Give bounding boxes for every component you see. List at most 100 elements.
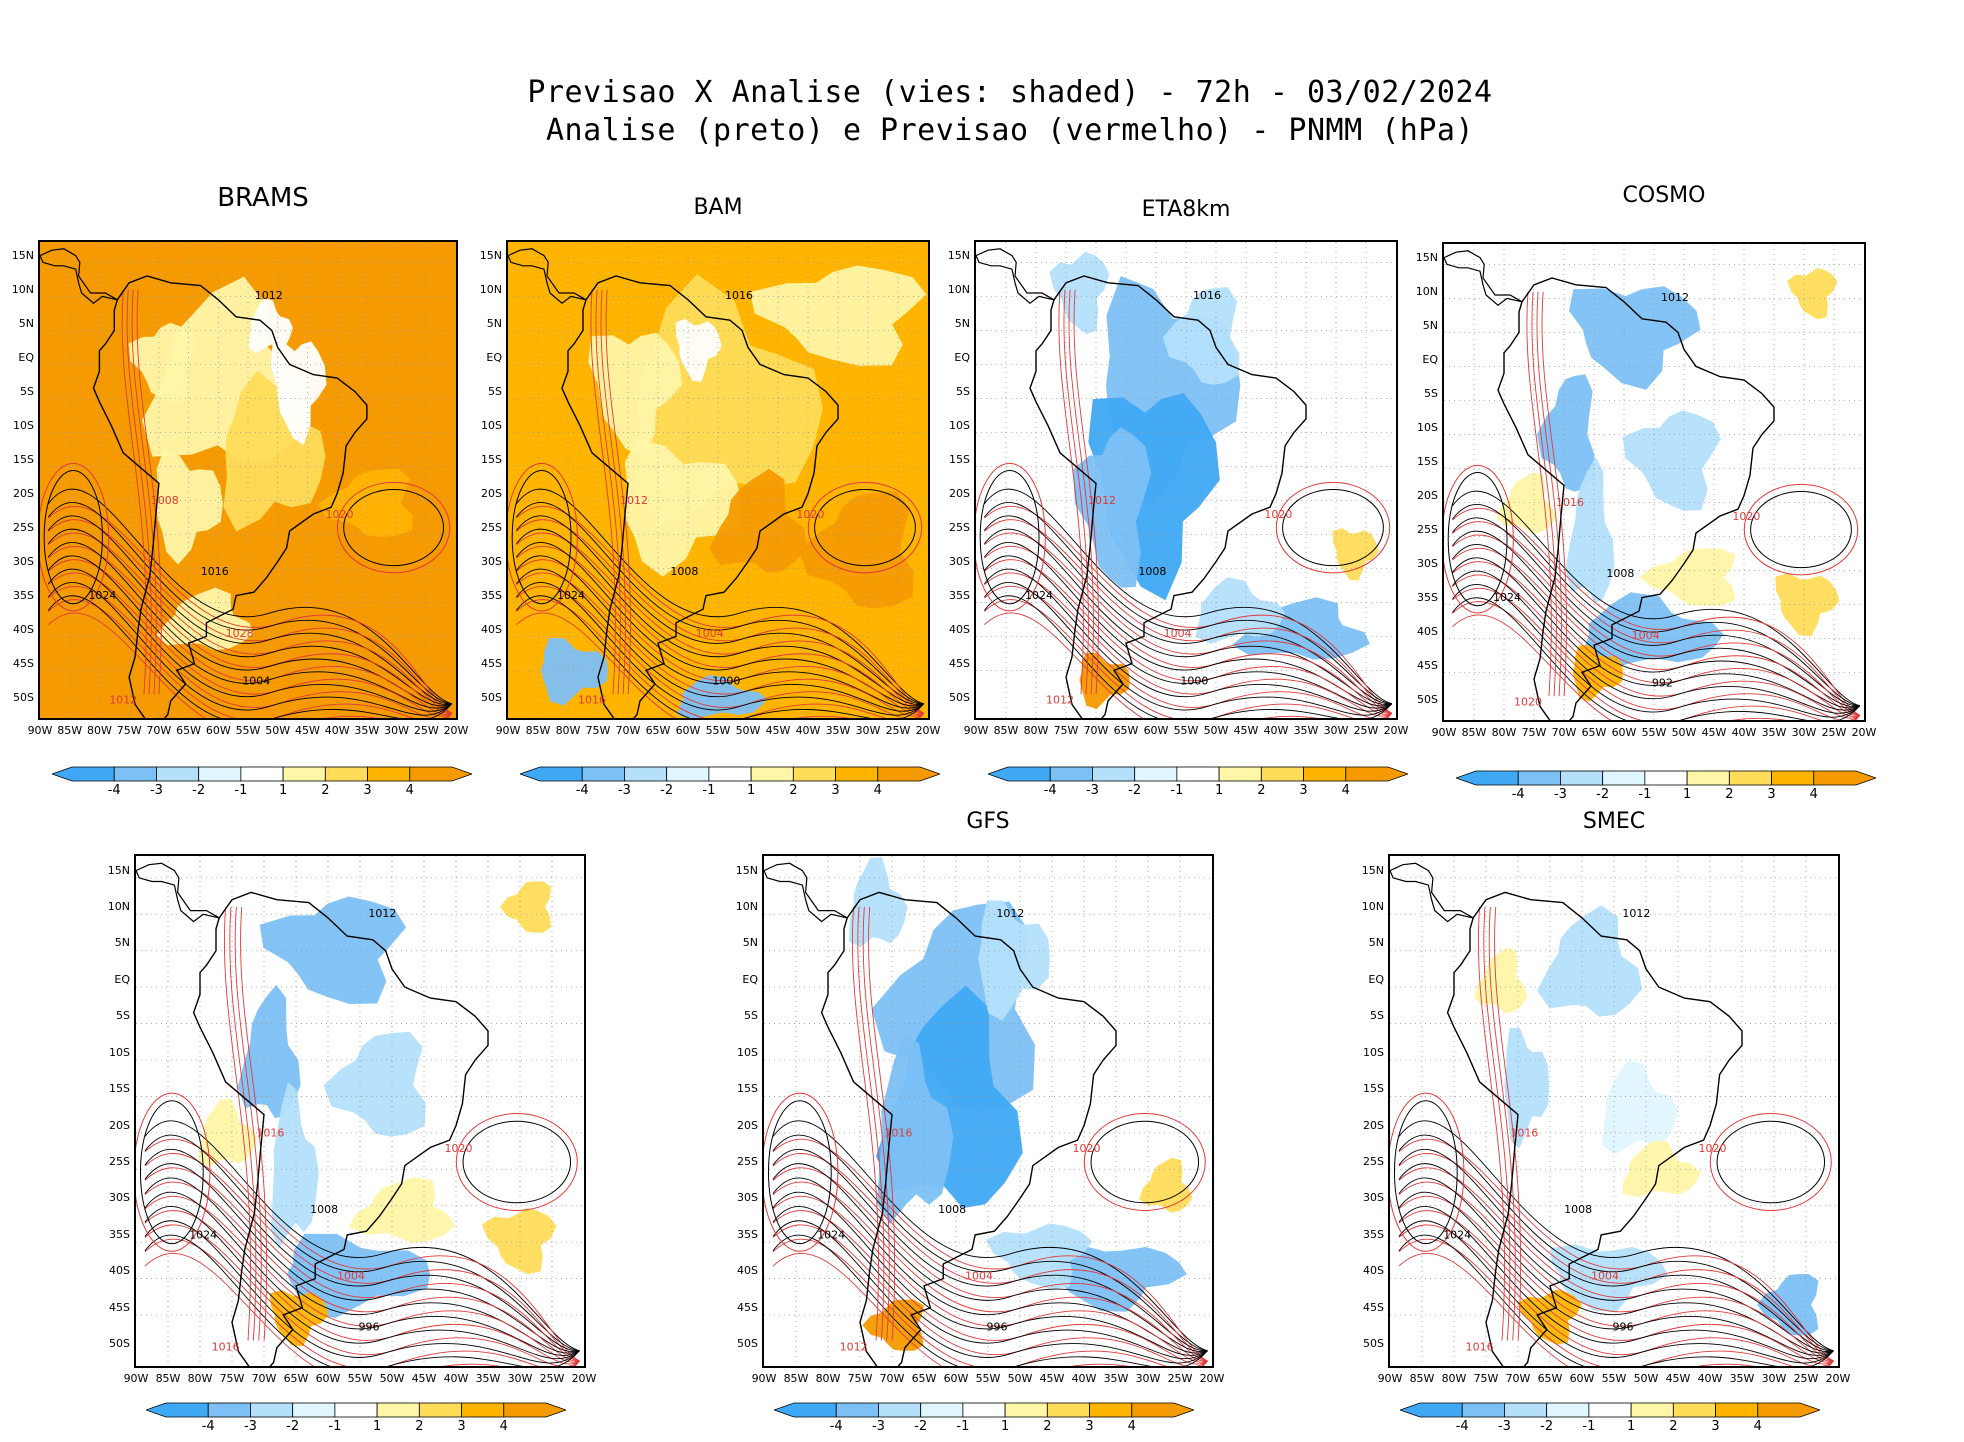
- colorbar-label: -1: [1638, 787, 1652, 802]
- isobar-label: 1020: [1073, 1142, 1101, 1155]
- analysis-isobar: [772, 1191, 1208, 1356]
- lon-tick-label: 45W: [1665, 1372, 1691, 1385]
- map-frame: 1012 1016 1008 1020 1024 1004 992 1020: [1442, 242, 1866, 722]
- lon-tick-label: 70W: [251, 1372, 277, 1385]
- lat-tick-label: 20S: [13, 486, 34, 500]
- lon-tick-label: 30W: [507, 1372, 533, 1385]
- forecast-isobar: [144, 1224, 580, 1366]
- analysis-isobar: [43, 469, 103, 605]
- lon-tick-label: 25W: [1821, 726, 1847, 739]
- lat-tick-label: 45S: [1417, 658, 1438, 672]
- forecast-isobar: [126, 289, 152, 695]
- lat-tick-label: 25S: [737, 1155, 758, 1168]
- lon-tick-label: 20W: [1851, 726, 1877, 739]
- colorbar-segment: [282, 766, 326, 782]
- lat-tick-label: 35S: [109, 1227, 130, 1241]
- isobar-label: 1020: [796, 508, 824, 521]
- analysis-isobar: [772, 1163, 1208, 1353]
- central-america-coastline: [136, 862, 220, 923]
- colorbar-segment: [156, 766, 200, 782]
- colorbar-label: 2: [1725, 787, 1734, 802]
- south-america-coastline: [1446, 891, 1743, 1366]
- colorbar-segment: [1672, 1402, 1716, 1418]
- analysis-isobar: [1452, 557, 1861, 711]
- isobar-label: 1020: [1699, 1142, 1727, 1155]
- colorbar-label: 1: [1682, 787, 1692, 802]
- isobar-label: 1016: [884, 1127, 912, 1140]
- central-america-coastline: [40, 248, 118, 304]
- bias-shade-area: [1550, 1244, 1668, 1312]
- forecast-isobar: [336, 481, 451, 574]
- analysis-isobar: [984, 515, 1392, 705]
- colorbar-segment: [1134, 766, 1178, 782]
- lat-tick-label: 30S: [1363, 1191, 1384, 1205]
- isobar-label: 996: [1612, 1320, 1633, 1333]
- lat-tick-label: 40S: [13, 622, 34, 636]
- colorbar-label: 1: [1000, 1419, 1010, 1434]
- isobar-label: 1012: [255, 289, 283, 302]
- bias-colorbar: -4 -3 -2 -1 1 2 3 4: [50, 766, 474, 806]
- bias-colorbar: -4 -3 -2 -1 1 2 3 4: [1454, 770, 1878, 810]
- colorbar-segment: [1260, 766, 1304, 782]
- analysis-isobar: [1398, 1134, 1834, 1352]
- isobar-label: 1004: [696, 627, 724, 640]
- lat-tick-label: 35S: [481, 588, 502, 602]
- forecast-isobar: [1452, 507, 1860, 716]
- colorbar-svg: [772, 1402, 1196, 1418]
- forecast-isobar: [984, 519, 1392, 714]
- lat-tick-label: 25S: [949, 520, 970, 534]
- isobar-label: 1008: [151, 494, 179, 507]
- lon-tick-label: 30W: [1135, 1372, 1161, 1385]
- south-america-coastline: [192, 891, 489, 1366]
- forecast-isobar: [144, 1195, 580, 1363]
- colorbar-label: -1: [328, 1419, 342, 1434]
- lon-tick-label: 50W: [379, 1372, 405, 1385]
- forecast-isobar: [1398, 1167, 1834, 1362]
- colorbar-segment: [835, 766, 879, 782]
- analysis-isobar: [1398, 1163, 1834, 1353]
- title-line-2: Analise (preto) e Previsao (vermelho) - …: [545, 113, 1475, 148]
- lat-tick-label: 40S: [1417, 624, 1438, 638]
- colorbar-label: -1: [1170, 783, 1184, 798]
- forecast-isobar: [1398, 1253, 1834, 1366]
- forecast-isobar: [772, 1181, 1208, 1362]
- colorbar-segment: [1630, 1402, 1674, 1418]
- bias-shade-area: [876, 1033, 954, 1225]
- forecast-isobar: [600, 289, 626, 695]
- forecast-isobar: [1452, 614, 1861, 720]
- lon-tick-label: 80W: [1491, 726, 1517, 739]
- colorbar-svg: [518, 766, 942, 782]
- colorbar-label: -3: [1497, 1419, 1511, 1434]
- central-america-coastline: [508, 248, 587, 304]
- colorbar-segment: [1398, 1402, 1463, 1418]
- lat-tick-label: 15N: [11, 248, 34, 262]
- analysis-isobar: [984, 502, 1392, 705]
- lon-tick-label: 65W: [1581, 726, 1607, 739]
- colorbar-label: -1: [1582, 1419, 1596, 1434]
- bias-shade-area: [1332, 528, 1379, 581]
- lat-tick-label: 20S: [737, 1118, 758, 1132]
- forecast-isobar: [455, 1113, 578, 1211]
- lat-tick-label: 10N: [947, 282, 970, 296]
- colorbar-segment: [324, 766, 368, 782]
- lon-tick-label: 20W: [1199, 1372, 1225, 1385]
- forecast-isobar: [1390, 1092, 1465, 1252]
- colorbar-segment: [1588, 1402, 1632, 1418]
- forecast-isobar: [1398, 1138, 1834, 1362]
- bias-shade-area: [798, 491, 914, 609]
- lon-tick-label: 75W: [1521, 726, 1547, 739]
- forecast-isobar: [1398, 1238, 1834, 1366]
- analysis-isobar: [772, 1234, 1208, 1366]
- forecast-isobar: [1452, 534, 1860, 716]
- bias-shade-area: [1775, 573, 1840, 637]
- forecast-isobar: [240, 906, 268, 1341]
- lon-tick-label: 90W: [751, 1372, 777, 1385]
- lat-tick-label: 10N: [479, 282, 502, 296]
- lat-tick-label: 45S: [949, 656, 970, 670]
- colorbar-segment: [1715, 1402, 1759, 1418]
- forecast-isobar: [1452, 601, 1861, 720]
- lon-tick-label: 35W: [1761, 726, 1787, 739]
- lon-tick-label: 85W: [1409, 1372, 1435, 1385]
- forecast-isobar: [1444, 464, 1514, 614]
- colorbar-segment: [878, 1402, 922, 1418]
